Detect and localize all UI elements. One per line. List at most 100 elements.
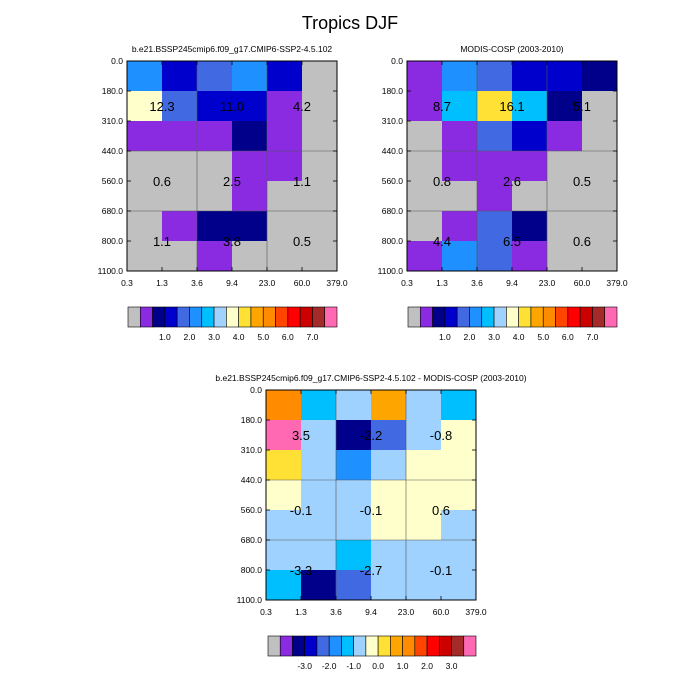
colorbar-label: 1.0 [439, 332, 451, 342]
heatmap-cell [127, 241, 163, 272]
heatmap-cell [267, 61, 303, 92]
x-tick-label: 60.0 [294, 278, 311, 288]
heatmap-cell [371, 480, 407, 511]
colorbar-swatch [341, 635, 354, 657]
x-tick-label: 3.6 [191, 278, 203, 288]
heatmap-cell [406, 390, 442, 421]
heatmap-cell [267, 211, 303, 242]
heatmap-cell [512, 151, 548, 182]
heatmap-cell [302, 181, 338, 212]
heatmap-cell [441, 420, 477, 451]
colorbar-swatch [304, 635, 318, 657]
heatmap-cell [582, 61, 618, 92]
colorbar-label: 5.0 [257, 332, 269, 342]
heatmap-cell [301, 390, 337, 421]
colorbar-swatch [316, 635, 330, 657]
colorbar-swatch [176, 306, 190, 328]
heatmap-cell [336, 540, 372, 571]
heatmap-cell [441, 570, 477, 601]
y-tick-label: 180.0 [382, 86, 404, 96]
heatmap-cell [441, 510, 477, 541]
heatmap-cell [547, 211, 583, 242]
heatmap-cell [582, 91, 618, 122]
colorbar-swatch [469, 306, 483, 328]
heatmap-cell [302, 61, 338, 92]
colorbar-swatch [127, 306, 141, 328]
colorbar-label: 3.0 [208, 332, 220, 342]
heatmap-cell [477, 121, 513, 152]
heatmap-cell [407, 151, 443, 182]
heatmap-cell [336, 510, 372, 541]
cell-value-label: 4.2 [293, 99, 311, 114]
heatmap-cell [162, 211, 198, 242]
heatmap-cell [512, 91, 548, 122]
heatmap-cell [127, 121, 163, 152]
colorbar-swatch [518, 306, 532, 328]
heatmap-cell [127, 61, 163, 92]
y-tick-label: 800.0 [102, 236, 124, 246]
colorbar-swatch [579, 306, 593, 328]
heatmap-cell [442, 151, 478, 182]
colorbar-swatch [407, 306, 421, 328]
colorbar-label: -2.0 [322, 661, 337, 671]
heatmap-cell [477, 91, 513, 122]
cell-value-label: 12.3 [149, 99, 174, 114]
heatmap-cell [371, 420, 407, 451]
x-tick-label: 1.3 [156, 278, 168, 288]
colorbar-label: 6.0 [562, 332, 574, 342]
colorbar-swatch [506, 306, 519, 328]
colorbar-swatch [312, 306, 326, 328]
heatmap-cell [547, 121, 583, 152]
heatmap-cell [407, 211, 443, 242]
colorbar-swatch [213, 306, 227, 328]
cell-value-label: 0.6 [573, 234, 591, 249]
heatmap-cell [232, 181, 268, 212]
x-tick-label: 0.3 [121, 278, 133, 288]
colorbar-swatch [365, 635, 379, 657]
x-tick-label: 9.4 [506, 278, 518, 288]
colorbar-swatch [414, 635, 428, 657]
heatmap-cell [582, 121, 618, 152]
heatmap-cell [582, 241, 618, 272]
heatmap-cell [441, 540, 477, 571]
colorbar-swatch [324, 306, 338, 328]
heatmap-cell [301, 480, 337, 511]
heatmap-cell [302, 211, 338, 242]
cell-value-label: -2.7 [360, 563, 382, 578]
colorbar: 1.0 2.0 3.0 4.0 5.0 6.0 7.0 [407, 306, 618, 342]
heatmap-cell [406, 480, 442, 511]
colorbar-swatch [164, 306, 178, 328]
colorbar-label: 3.0 [446, 661, 458, 671]
panel-title: MODIS-COSP (2003-2010) [460, 44, 563, 54]
colorbar-swatch [567, 306, 581, 328]
heatmap-cell [512, 241, 548, 272]
cell-value-label: 0.5 [293, 234, 311, 249]
heatmap-panel-1: b.e21.BSSP245cmip6.f09_g17.CMIP6-SSP2-4.… [98, 44, 348, 342]
heatmap-cell [162, 61, 198, 92]
colorbar: -3.0 -2.0 -1.0 0.0 1.0 2.0 3.0 [267, 635, 477, 671]
heatmap-cell [371, 540, 407, 571]
heatmap-cell [266, 570, 302, 601]
colorbar-label: 2.0 [184, 332, 196, 342]
colorbar-swatch [267, 635, 281, 657]
heatmap-cell [232, 151, 268, 182]
cell-value-label: 3.5 [292, 428, 310, 443]
y-tick-label: 180.0 [241, 415, 263, 425]
cell-value-label: -2.2 [360, 428, 382, 443]
heatmap-cell [442, 91, 478, 122]
y-tick-label: 0.0 [250, 385, 262, 395]
colorbar-swatch [139, 306, 153, 328]
x-tick-label: 9.4 [365, 607, 377, 617]
heatmap-cell [441, 390, 477, 421]
heatmap-cell [162, 151, 198, 182]
page-title: Tropics DJF [302, 13, 398, 33]
heatmap-cell [197, 91, 233, 122]
heatmap-cell [302, 91, 338, 122]
heatmap-cell [266, 390, 302, 421]
heatmap-cell [336, 570, 372, 601]
x-tick-label: 0.3 [260, 607, 272, 617]
heatmap-cell [442, 121, 478, 152]
x-tick-label: 60.0 [433, 607, 450, 617]
heatmap-cell [547, 91, 583, 122]
heatmap-cell [301, 510, 337, 541]
